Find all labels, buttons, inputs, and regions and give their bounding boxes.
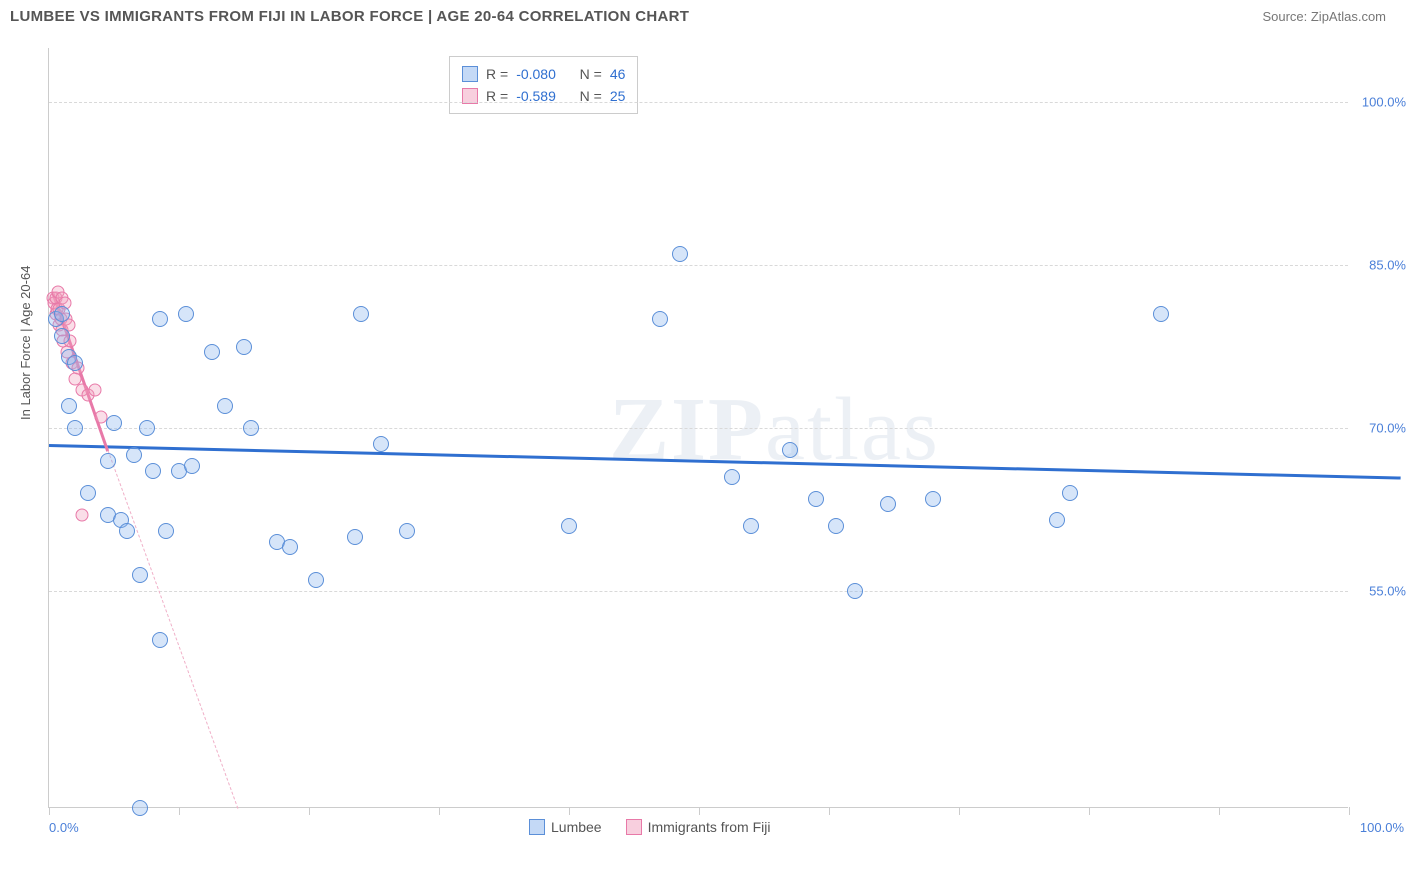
data-point <box>80 485 96 501</box>
data-point <box>75 508 88 521</box>
chart-plot-area: ZIPatlas R = -0.080 N = 46 R = -0.589 N … <box>48 48 1348 808</box>
y-tick-label: 85.0% <box>1354 258 1406 273</box>
data-point <box>373 436 389 452</box>
x-tick <box>1349 807 1350 815</box>
data-point <box>132 567 148 583</box>
data-point <box>243 420 259 436</box>
data-point <box>145 463 161 479</box>
y-tick-label: 55.0% <box>1354 583 1406 598</box>
data-point <box>672 246 688 262</box>
data-point <box>880 496 896 512</box>
data-point <box>1062 485 1078 501</box>
data-point <box>61 398 77 414</box>
legend-item-lumbee: Lumbee <box>529 819 602 835</box>
data-point <box>925 491 941 507</box>
chart-title: LUMBEE VS IMMIGRANTS FROM FIJI IN LABOR … <box>10 8 689 25</box>
correlation-row-fiji: R = -0.589 N = 25 <box>462 85 625 107</box>
x-tick <box>1219 807 1220 815</box>
x-tick <box>439 807 440 815</box>
data-point <box>1049 512 1065 528</box>
data-point <box>54 306 70 322</box>
data-point <box>158 523 174 539</box>
data-point <box>178 306 194 322</box>
data-point <box>347 529 363 545</box>
trend-line <box>107 450 238 809</box>
correlation-row-lumbee: R = -0.080 N = 46 <box>462 63 625 85</box>
gridline <box>49 102 1348 103</box>
x-axis-max-label: 100.0% <box>1360 820 1404 835</box>
data-point <box>204 344 220 360</box>
x-tick <box>699 807 700 815</box>
data-point <box>152 632 168 648</box>
x-tick <box>1089 807 1090 815</box>
data-point <box>139 420 155 436</box>
data-point <box>353 306 369 322</box>
data-point <box>54 328 70 344</box>
data-point <box>282 539 298 555</box>
x-tick <box>959 807 960 815</box>
y-tick-label: 70.0% <box>1354 421 1406 436</box>
data-point <box>782 442 798 458</box>
y-tick-label: 100.0% <box>1354 95 1406 110</box>
x-tick <box>569 807 570 815</box>
data-point <box>67 420 83 436</box>
data-point <box>1153 306 1169 322</box>
data-point <box>652 311 668 327</box>
data-point <box>88 384 101 397</box>
gridline <box>49 265 1348 266</box>
x-axis-min-label: 0.0% <box>49 820 79 835</box>
gridline <box>49 591 1348 592</box>
data-point <box>561 518 577 534</box>
data-point <box>119 523 135 539</box>
data-point <box>828 518 844 534</box>
data-point <box>724 469 740 485</box>
data-point <box>808 491 824 507</box>
data-point <box>308 572 324 588</box>
data-point <box>184 458 200 474</box>
data-point <box>217 398 233 414</box>
y-axis-label: In Labor Force | Age 20-64 <box>18 266 33 420</box>
header: LUMBEE VS IMMIGRANTS FROM FIJI IN LABOR … <box>0 0 1406 33</box>
x-tick <box>179 807 180 815</box>
data-point <box>132 800 148 816</box>
swatch-icon <box>462 66 478 82</box>
data-point <box>106 415 122 431</box>
data-point <box>399 523 415 539</box>
swatch-icon <box>529 819 545 835</box>
data-point <box>743 518 759 534</box>
data-point <box>152 311 168 327</box>
legend-item-fiji: Immigrants from Fiji <box>626 819 771 835</box>
x-tick <box>309 807 310 815</box>
data-point <box>847 583 863 599</box>
x-tick <box>829 807 830 815</box>
source-label: Source: ZipAtlas.com <box>1262 9 1386 24</box>
data-point <box>126 447 142 463</box>
correlation-legend: R = -0.080 N = 46 R = -0.589 N = 25 <box>449 56 638 114</box>
data-point <box>236 339 252 355</box>
data-point <box>67 355 83 371</box>
x-tick <box>49 807 50 815</box>
data-point <box>100 453 116 469</box>
series-legend: Lumbee Immigrants from Fiji <box>529 819 771 835</box>
swatch-icon <box>626 819 642 835</box>
